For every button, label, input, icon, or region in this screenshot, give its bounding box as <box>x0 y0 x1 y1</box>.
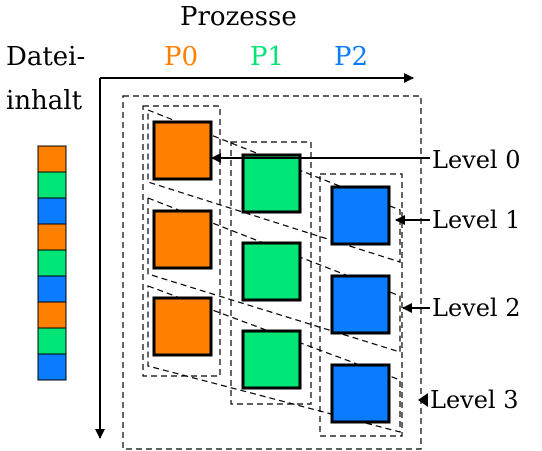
file-block-8 <box>37 327 67 355</box>
file-content-label-line1: Datei- <box>6 42 86 72</box>
block-p1-level2 <box>241 329 302 390</box>
block-p2-level1 <box>330 274 391 335</box>
level-label-2: Level 2 <box>432 294 521 322</box>
outer-dashed-box <box>122 95 422 450</box>
process-label-p1: P1 <box>250 42 285 72</box>
diagram-title: Prozesse <box>180 2 297 32</box>
file-block-6 <box>37 275 67 303</box>
file-strip <box>37 145 67 381</box>
file-block-2 <box>37 171 67 199</box>
process-label-p2: P2 <box>334 42 369 72</box>
file-block-1 <box>37 145 67 173</box>
block-p0-level0 <box>152 120 213 181</box>
file-block-3 <box>37 197 67 225</box>
column-box-p0 <box>142 105 221 377</box>
file-block-5 <box>37 249 67 277</box>
process-label-p0: P0 <box>164 42 199 72</box>
level-label-0: Level 0 <box>432 146 521 174</box>
block-p0-level1 <box>152 209 213 270</box>
file-block-4 <box>37 223 67 251</box>
level-label-1: Level 1 <box>432 206 521 234</box>
level-3-arrow <box>418 393 428 407</box>
block-p0-level2 <box>152 296 213 357</box>
block-p2-level0 <box>330 185 391 246</box>
block-p1-level0 <box>241 153 302 214</box>
file-content-label-line2: inhalt <box>6 86 83 116</box>
block-p2-level2 <box>330 363 391 424</box>
file-block-7 <box>37 301 67 329</box>
level-band-2 <box>147 285 401 433</box>
file-block-9 <box>37 353 67 381</box>
level-band-0 <box>147 109 401 263</box>
level-label-3: Level 3 <box>430 386 519 414</box>
column-box-p1 <box>230 141 312 405</box>
block-p1-level1 <box>241 241 302 302</box>
level-band-1 <box>147 197 401 353</box>
